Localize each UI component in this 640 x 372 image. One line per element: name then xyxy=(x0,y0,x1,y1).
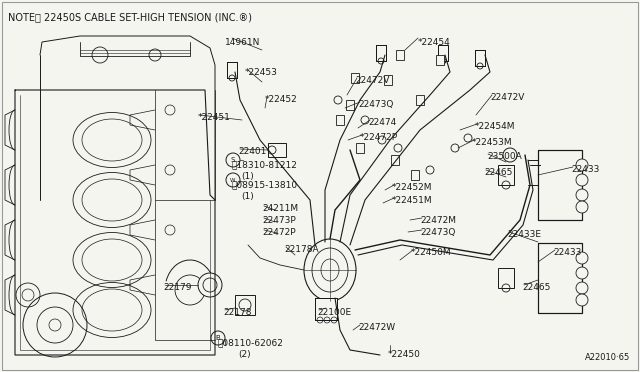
Bar xyxy=(538,150,582,220)
Circle shape xyxy=(426,166,434,174)
Bar xyxy=(475,50,485,66)
Text: 22473Q: 22473Q xyxy=(420,228,456,237)
Text: *22452: *22452 xyxy=(265,95,298,104)
Text: NOTE、 22450S CABLE SET-HIGH TENSION (INC.®): NOTE、 22450S CABLE SET-HIGH TENSION (INC… xyxy=(8,12,252,22)
Text: 22472P: 22472P xyxy=(262,228,296,237)
Text: *22451M: *22451M xyxy=(392,196,433,205)
Circle shape xyxy=(576,282,588,294)
Bar xyxy=(538,150,582,220)
Text: 22433: 22433 xyxy=(553,248,581,257)
Text: *22451: *22451 xyxy=(198,113,231,122)
Text: 22433E: 22433E xyxy=(507,230,541,239)
Text: B: B xyxy=(216,335,220,341)
Circle shape xyxy=(576,189,588,201)
Text: *22454M: *22454M xyxy=(475,122,515,131)
Text: 14961N: 14961N xyxy=(225,38,260,47)
Bar xyxy=(438,45,448,61)
Bar xyxy=(438,45,448,61)
Text: *22454: *22454 xyxy=(418,38,451,47)
Bar xyxy=(315,298,337,320)
Bar xyxy=(538,243,582,313)
Text: *22453: *22453 xyxy=(245,68,278,77)
Bar xyxy=(315,298,337,320)
Bar xyxy=(384,75,392,85)
Text: 23500A: 23500A xyxy=(487,152,522,161)
Bar xyxy=(227,62,237,78)
Bar xyxy=(376,45,386,61)
Text: 22472V: 22472V xyxy=(355,76,389,85)
Text: *22472P: *22472P xyxy=(360,133,398,142)
Bar xyxy=(475,50,485,66)
Text: 22472V: 22472V xyxy=(490,93,524,102)
Circle shape xyxy=(576,174,588,186)
Bar xyxy=(356,143,364,153)
Circle shape xyxy=(361,116,369,124)
Text: *22452M: *22452M xyxy=(392,183,433,192)
Bar xyxy=(436,55,444,65)
Circle shape xyxy=(576,201,588,213)
Text: (1): (1) xyxy=(241,192,253,201)
Text: 22100E: 22100E xyxy=(317,308,351,317)
Text: ⓔ08915-13810: ⓔ08915-13810 xyxy=(231,180,297,189)
Bar xyxy=(498,268,514,288)
Text: 22474: 22474 xyxy=(368,118,396,127)
Bar xyxy=(336,115,344,125)
Text: 22465: 22465 xyxy=(522,283,550,292)
Bar xyxy=(235,295,255,315)
Text: 24211M: 24211M xyxy=(262,204,298,213)
Bar xyxy=(268,143,286,157)
Circle shape xyxy=(334,96,342,104)
Circle shape xyxy=(226,153,240,167)
Text: *22450: *22450 xyxy=(388,350,421,359)
Text: 22473P: 22473P xyxy=(262,216,296,225)
Circle shape xyxy=(378,136,386,144)
Text: *22453M: *22453M xyxy=(472,138,513,147)
Circle shape xyxy=(451,144,459,152)
Text: (2): (2) xyxy=(238,350,251,359)
Bar xyxy=(416,95,424,105)
Text: 22472M: 22472M xyxy=(420,216,456,225)
Circle shape xyxy=(576,252,588,264)
Text: ⒲08110-62062: ⒲08110-62062 xyxy=(218,338,284,347)
Circle shape xyxy=(226,173,240,187)
Bar xyxy=(227,62,237,78)
Text: (1): (1) xyxy=(241,172,253,181)
Bar xyxy=(391,155,399,165)
Text: 22401: 22401 xyxy=(238,147,266,156)
Circle shape xyxy=(576,159,588,171)
Text: W: W xyxy=(230,177,236,183)
Circle shape xyxy=(464,134,472,142)
Bar xyxy=(396,50,404,60)
Text: A22010·65: A22010·65 xyxy=(585,353,630,362)
Text: *22450M: *22450M xyxy=(411,248,452,257)
Text: 22178: 22178 xyxy=(223,308,252,317)
Bar xyxy=(346,100,354,110)
Bar xyxy=(538,243,582,313)
Text: 22179: 22179 xyxy=(163,283,191,292)
Bar xyxy=(351,73,359,83)
Circle shape xyxy=(576,294,588,306)
Bar xyxy=(498,165,514,185)
Circle shape xyxy=(211,331,225,345)
Circle shape xyxy=(576,267,588,279)
Circle shape xyxy=(503,148,517,162)
Text: 22433: 22433 xyxy=(571,165,600,174)
Text: Ⓜ18310-81212: Ⓜ18310-81212 xyxy=(231,160,297,169)
Text: 22473Q: 22473Q xyxy=(358,100,394,109)
Text: 22465: 22465 xyxy=(484,168,513,177)
Bar xyxy=(376,45,386,61)
Circle shape xyxy=(394,144,402,152)
Text: 22472W: 22472W xyxy=(358,323,395,332)
Bar xyxy=(411,170,419,180)
Text: S: S xyxy=(231,157,235,163)
Text: 22178A: 22178A xyxy=(284,245,319,254)
Circle shape xyxy=(198,273,222,297)
